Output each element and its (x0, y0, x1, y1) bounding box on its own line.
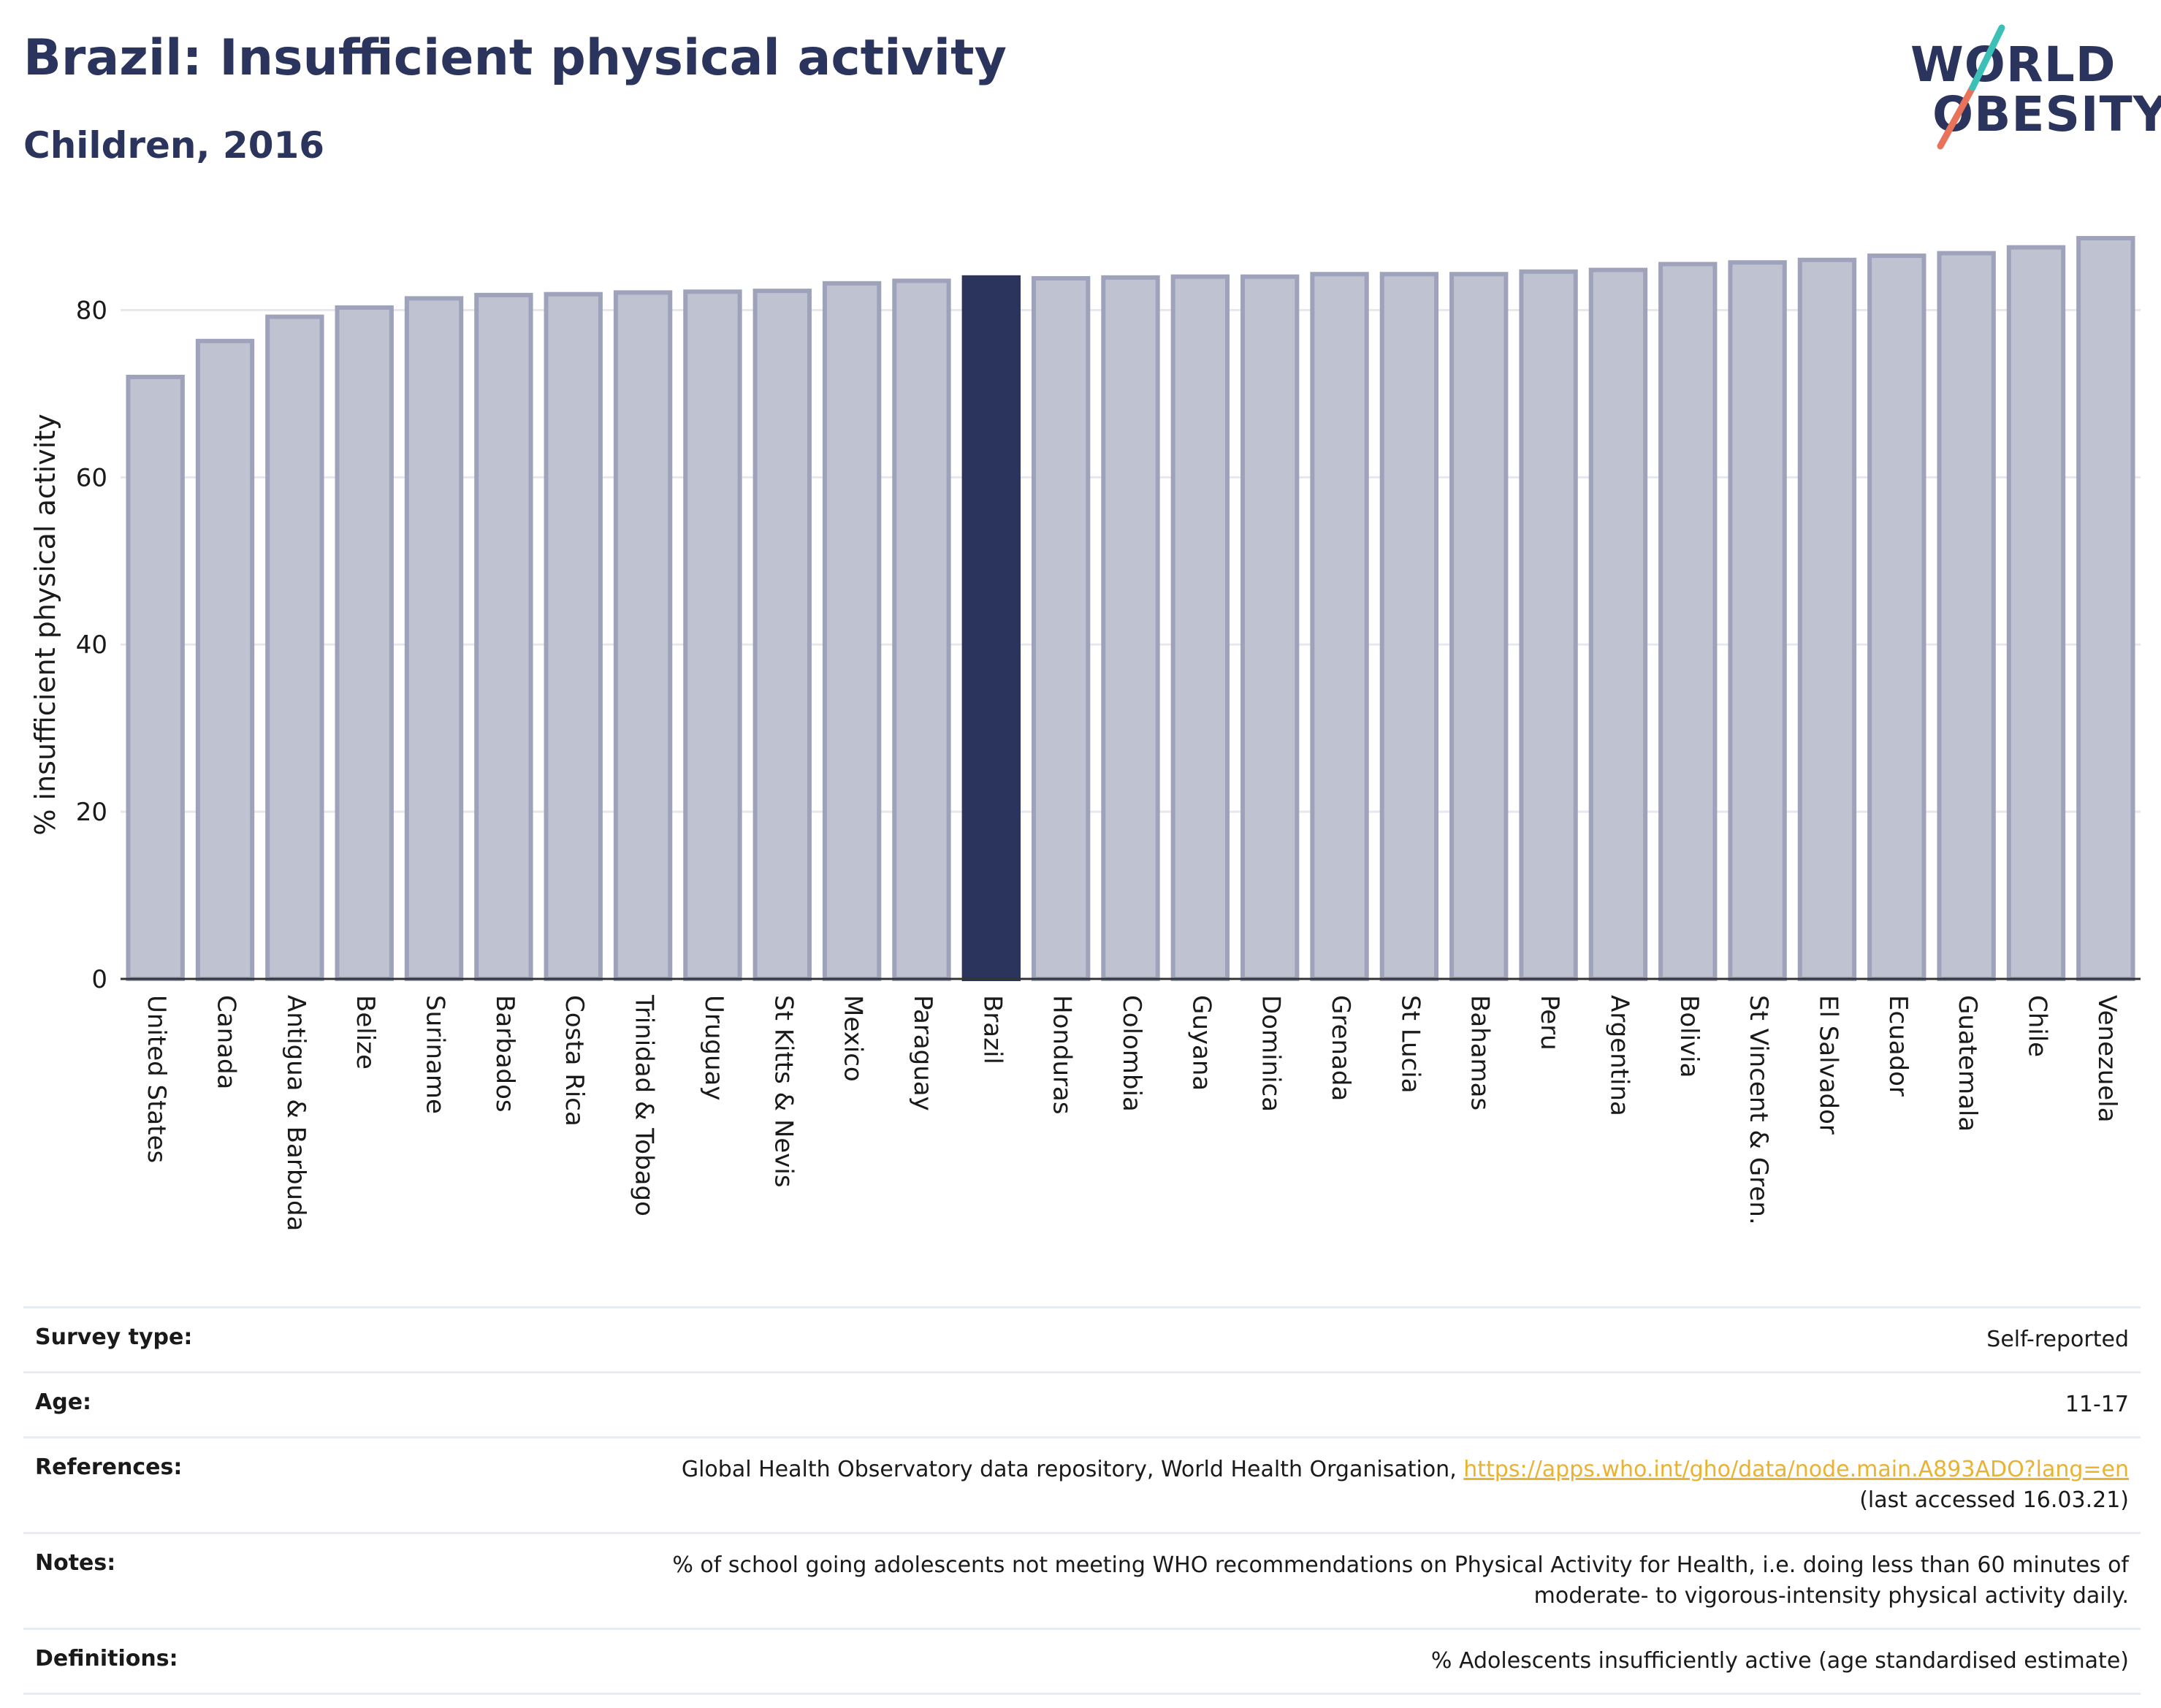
bar-canada (195, 338, 255, 982)
notes-line-2: moderate- to vigorous-intensity physical… (1533, 1583, 2129, 1609)
bar-ecuador (1867, 253, 1926, 982)
x-tick-label: Bolivia (1674, 995, 1704, 1078)
x-tick-label: Bahamas (1466, 995, 1495, 1110)
bar-united-states (126, 375, 185, 981)
x-tick-label: Barbados (490, 995, 519, 1113)
bar-grenada (1310, 272, 1369, 981)
bar-st-lucia (1379, 272, 1439, 981)
y-tick-label: 80 (76, 296, 107, 325)
bar-st-kitts-nevis (752, 289, 812, 982)
bar-antigua-barbuda (265, 314, 324, 982)
x-tick-label: Venezuela (2092, 995, 2122, 1123)
survey-type-label: Survey type: (35, 1324, 193, 1350)
x-tick-label: Dominica (1257, 995, 1286, 1112)
chart-subtitle: Children, 2016 (23, 124, 325, 167)
bar-paraguay (892, 278, 951, 981)
x-tick-label: Antigua & Barbuda (281, 995, 310, 1231)
x-tick-label: Belize (351, 995, 380, 1070)
x-tick-label: Brazil (977, 995, 1007, 1064)
references-label: References: (35, 1455, 183, 1480)
bar-uruguay (683, 289, 742, 981)
y-tick-label: 40 (76, 630, 107, 660)
x-tick-label: Ecuador (1883, 995, 1913, 1097)
y-axis-label: % insufficient physical activity (29, 413, 61, 835)
info-row-age: Age: 11-17 (23, 1371, 2141, 1436)
references-text: Global Health Observatory data repositor… (681, 1457, 1464, 1482)
x-tick-label: Guatemala (1953, 995, 1982, 1132)
bar-brazil (961, 275, 1021, 982)
bar-belize (335, 305, 394, 981)
world-obesity-logo: WORLD OBESITY (1899, 22, 2161, 153)
references-value: Global Health Observatory data repositor… (682, 1455, 2129, 1516)
x-tick-label: Guyana (1186, 995, 1216, 1091)
bar-argentina (1588, 267, 1648, 981)
definitions-value: % Adolescents insufficiently active (age… (1430, 1648, 2129, 1674)
bar-chart: 0 20 40 60 80 United States Canada Antigua & B… (29, 236, 2141, 1231)
references-link[interactable]: https://apps.who.int/gho/data/node.main.… (1463, 1457, 2129, 1482)
notes-label: Notes: (35, 1550, 116, 1576)
info-row-references: References: Global Health Observatory da… (23, 1436, 2141, 1532)
bar-trinidad-tobago (613, 290, 673, 981)
x-tick-label: Peru (1535, 995, 1564, 1051)
y-tick-labels: 0 20 40 60 80 (76, 296, 107, 994)
x-tick-label: Grenada (1326, 995, 1355, 1101)
x-tick-label: Suriname (421, 995, 450, 1114)
survey-type-value: Self-reported (1986, 1327, 2129, 1352)
age-value: 11-17 (2065, 1392, 2129, 1417)
x-tick-label: Honduras (1048, 995, 1077, 1115)
notes-value: % of school going adolescents not meetin… (672, 1550, 2129, 1612)
notes-line-1: % of school going adolescents not meetin… (672, 1552, 2129, 1578)
bar-suriname (404, 296, 464, 981)
x-tick-label: St Lucia (1395, 995, 1425, 1094)
bar-venezuela (2076, 236, 2135, 982)
bar-bolivia (1658, 262, 1718, 981)
x-tick-label: El Salvador (1813, 995, 1842, 1135)
bar-guatemala (1937, 251, 1996, 982)
x-tick-label: St Kitts & Nevis (769, 995, 798, 1188)
chart-title: Brazil: Insufficient physical activity (23, 29, 1007, 87)
x-tick-label: Paraguay (908, 995, 937, 1111)
x-tick-label: Argentina (1604, 995, 1634, 1116)
x-tick-label: Chile (2022, 995, 2051, 1057)
logo-line-1: WORLD (1910, 37, 2116, 93)
logo-slash-icon (1937, 24, 2005, 150)
definitions-label: Definitions: (35, 1646, 178, 1671)
bars (126, 236, 2135, 982)
bar-mexico (822, 281, 882, 982)
info-table: Survey type: Self-reported Age: 11-17 Re… (23, 1306, 2141, 1695)
x-tick-label: Costa Rica (560, 995, 589, 1126)
info-row-notes: Notes: % of school going adolescents not… (23, 1532, 2141, 1628)
bar-chile (2006, 245, 2066, 982)
x-tick-labels: United States Canada Antigua & Barbuda Beli… (142, 994, 2122, 1231)
x-tick-label: Uruguay (699, 995, 728, 1101)
bar-guyana (1170, 274, 1230, 981)
bar-peru (1519, 269, 1578, 982)
bar-bahamas (1449, 272, 1509, 981)
bar-colombia (1101, 275, 1160, 982)
info-row-definitions: Definitions: % Adolescents insufficientl… (23, 1628, 2141, 1695)
x-tick-label: Mexico (839, 995, 868, 1082)
bar-st-vincent-gren- (1728, 260, 1787, 981)
bar-honduras (1031, 275, 1091, 981)
x-tick-label: Trinidad & Tobago (630, 994, 659, 1216)
x-tick-label: United States (142, 995, 171, 1163)
references-accessed: (last accessed 16.03.21) (1859, 1487, 2129, 1513)
bar-el-salvador (1797, 257, 1857, 982)
bar-costa-rica (544, 291, 603, 981)
y-tick-label: 0 (91, 965, 107, 994)
x-tick-label: Colombia (1117, 995, 1146, 1112)
age-label: Age: (35, 1389, 92, 1415)
y-tick-label: 20 (76, 798, 107, 827)
x-tick-label: St Vincent & Gren. (1744, 995, 1773, 1225)
bar-dominica (1240, 274, 1300, 981)
info-row-survey-type: Survey type: Self-reported (23, 1306, 2141, 1371)
bar-barbados (474, 292, 533, 982)
y-tick-label: 60 (76, 463, 107, 492)
x-tick-label: Canada (212, 995, 241, 1089)
